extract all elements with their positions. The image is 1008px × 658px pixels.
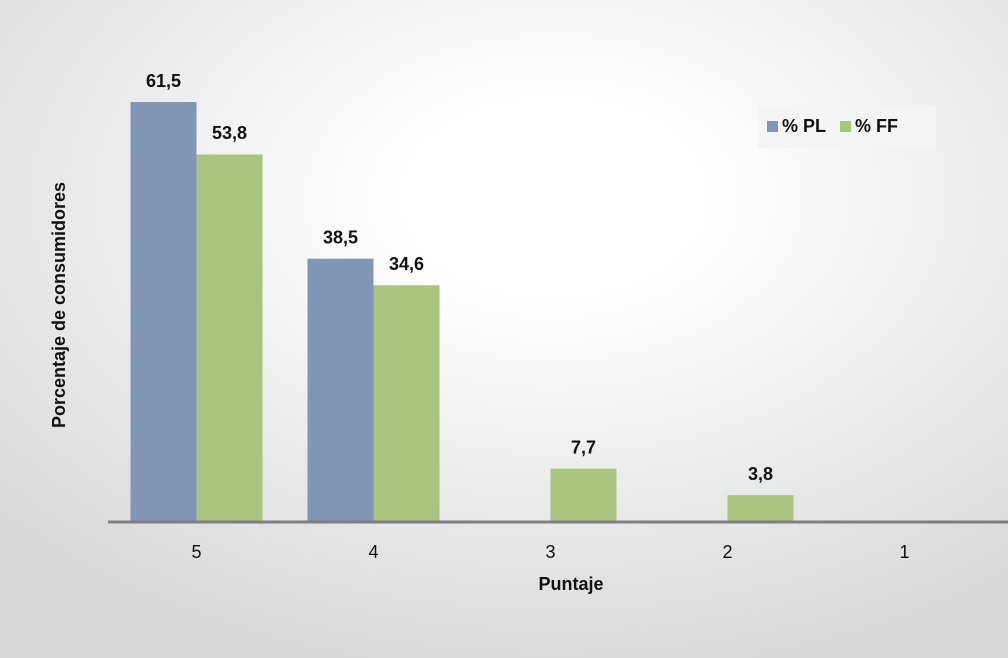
- x-axis-label: Puntaje: [538, 574, 603, 594]
- value-label: 34,6: [389, 254, 424, 274]
- value-label: 3,8: [748, 464, 773, 484]
- bar: [550, 468, 617, 521]
- x-tick-label: 4: [368, 542, 378, 562]
- y-axis-label: Porcentaje de consumidores: [49, 182, 69, 428]
- x-tick-label: 3: [545, 542, 555, 562]
- legend-label: % PL: [782, 116, 826, 136]
- bar: [373, 285, 440, 521]
- value-label: 7,7: [571, 437, 596, 457]
- value-label: 61,5: [146, 71, 181, 91]
- legend-label: % FF: [855, 116, 898, 136]
- bar: [727, 495, 794, 521]
- value-label: 38,5: [323, 227, 358, 247]
- bar: [196, 154, 263, 522]
- x-tick-label: 5: [191, 542, 201, 562]
- x-tick-label: 2: [722, 542, 732, 562]
- bar: [307, 258, 374, 521]
- x-tick-label: 1: [899, 542, 909, 562]
- value-label: 53,8: [212, 123, 247, 143]
- bar: [130, 102, 197, 521]
- legend-swatch: [767, 121, 778, 132]
- legend-swatch: [840, 121, 852, 132]
